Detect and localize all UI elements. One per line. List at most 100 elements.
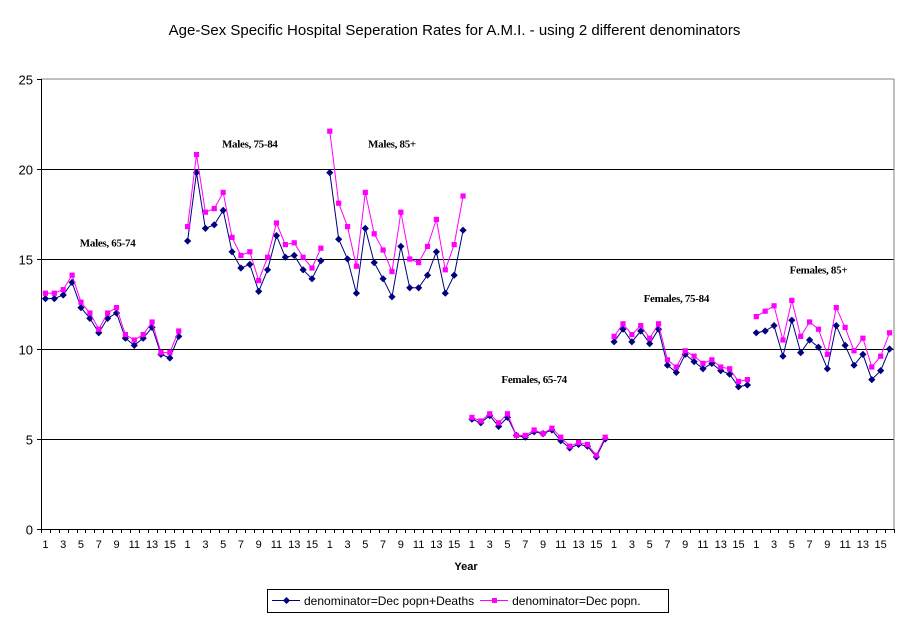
data-point-diamond [237,264,245,272]
x-tick-label: 3 [60,539,66,551]
y-tick-label: 5 [26,433,33,448]
x-tick-label: 9 [682,539,688,551]
group-label-3: Males, 85+ [368,138,416,150]
data-point-diamond [184,237,192,245]
y-axis-ticks: 0 5 10 15 20 25 [19,73,41,538]
group-label-5: Females, 75-84 [644,293,710,305]
data-point-diamond [290,251,298,259]
data-point-diamond [272,232,281,240]
data-point-square [647,335,653,341]
x-tick-label: 11 [839,539,850,551]
data-point-square [96,326,102,332]
data-point-square [664,357,671,363]
data-point-square [629,332,635,338]
legend-swatch-magenta-square [480,596,509,606]
x-tick-label: 5 [362,539,368,551]
x-tick-label: 9 [540,539,546,551]
data-point-diamond [717,367,725,375]
data-point-diamond [397,242,405,250]
data-point-square [487,411,493,417]
data-point-diamond [343,255,352,263]
data-point-square [344,224,351,230]
data-point-diamond [690,358,698,366]
series-line-group-3 [329,172,464,299]
data-point-square [611,333,617,339]
x-tick-label: 15 [306,539,318,551]
data-point-diamond [210,221,218,229]
data-point-square [140,332,146,338]
data-point-diamond [104,314,112,322]
y-tick-label: 20 [19,163,33,178]
data-point-square [851,348,857,354]
data-point-square [105,310,111,316]
group-label-2: Males, 75-84 [222,138,278,150]
series-line-group-2 [187,172,322,293]
data-point-square [247,249,253,255]
data-point-diamond [797,349,805,357]
data-point-diamond [112,309,121,317]
data-point-diamond [139,334,147,342]
data-point-diamond [743,381,751,389]
data-point-square [185,224,191,230]
data-point-square [69,272,75,278]
series-line-group-4 [471,414,606,458]
data-point-diamond [868,376,876,384]
legend: denominator=Dec popn+Deaths denominator=… [267,589,669,613]
data-point-square [584,441,591,447]
data-point-square [353,263,360,269]
data-point-square [504,411,511,417]
data-point-square [238,252,244,258]
data-point-square [558,434,564,440]
data-point-square [878,353,884,359]
x-tick-label: 5 [647,539,653,551]
data-point-diamond [619,325,627,333]
series [41,128,894,461]
data-point-square [549,425,555,431]
legend-item-dec-popn: denominator=Dec popn. [480,594,641,608]
x-tick-label: 13 [288,539,300,551]
data-point-square [113,305,120,311]
series-line-group-5 [613,327,748,388]
x-tick-label: 5 [78,539,84,551]
data-point-diamond [877,367,885,375]
data-point-diamond [148,323,156,331]
data-point-square [122,332,129,338]
x-tick-label: 11 [271,539,282,551]
data-point-diamond [68,278,76,286]
x-tick-label: 13 [430,539,442,551]
x-tick-label: 15 [732,539,744,551]
x-tick-label: 5 [504,539,510,551]
data-point-diamond [832,322,840,330]
data-point-square [380,247,386,253]
data-point-diamond [50,295,58,303]
data-point-square [371,231,377,237]
axes [41,78,895,530]
data-point-square [167,350,173,356]
data-point-square [309,265,315,271]
series-line-group-6 [756,318,891,381]
data-point-square [513,432,519,438]
y-tick-label: 0 [26,523,33,538]
data-point-square [362,189,368,195]
data-point-square [220,189,226,195]
data-point-diamond [805,336,814,344]
data-point-diamond [326,169,334,177]
data-point-diamond [459,226,467,234]
data-point-diamond [885,345,894,353]
data-point-square [416,260,422,266]
data-point-square [718,364,724,370]
data-point-diamond [654,325,663,333]
data-point-diamond [299,266,307,274]
data-point-square [389,269,395,275]
legend-item-dec-popn-deaths: denominator=Dec popn+Deaths [272,594,474,608]
x-tick-label: 15 [448,539,460,551]
y-tick-label: 15 [19,253,33,268]
data-point-diamond [850,361,858,369]
group-label-4: Females, 65-74 [501,374,567,386]
data-point-diamond [788,316,796,324]
data-point-square [798,333,804,339]
data-point-diamond [859,350,867,358]
data-point-square [709,357,715,363]
data-point-diamond [708,359,716,367]
series-line-group-4 [471,412,606,457]
